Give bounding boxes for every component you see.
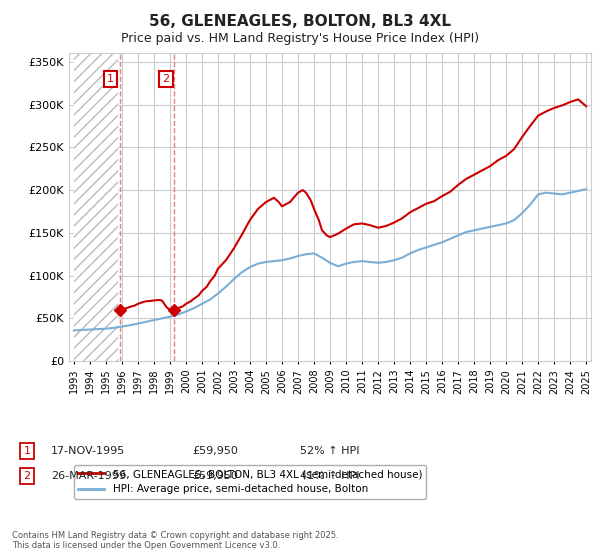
Text: 17-NOV-1995: 17-NOV-1995: [51, 446, 125, 456]
Text: 2: 2: [23, 471, 31, 481]
Text: 56, GLENEAGLES, BOLTON, BL3 4XL: 56, GLENEAGLES, BOLTON, BL3 4XL: [149, 14, 451, 29]
Text: 41% ↑ HPI: 41% ↑ HPI: [300, 471, 359, 481]
Text: £59,950: £59,950: [192, 471, 238, 481]
Text: 26-MAR-1999: 26-MAR-1999: [51, 471, 126, 481]
Text: Price paid vs. HM Land Registry's House Price Index (HPI): Price paid vs. HM Land Registry's House …: [121, 32, 479, 45]
Text: 1: 1: [23, 446, 31, 456]
Legend: 56, GLENEAGLES, BOLTON, BL3 4XL (semi-detached house), HPI: Average price, semi-: 56, GLENEAGLES, BOLTON, BL3 4XL (semi-de…: [74, 465, 427, 498]
Text: £59,950: £59,950: [192, 446, 238, 456]
Bar: [74, 53, 118, 361]
Text: 52% ↑ HPI: 52% ↑ HPI: [300, 446, 359, 456]
Text: 1: 1: [107, 74, 114, 84]
Text: 2: 2: [163, 74, 169, 84]
Text: Contains HM Land Registry data © Crown copyright and database right 2025.
This d: Contains HM Land Registry data © Crown c…: [12, 530, 338, 550]
